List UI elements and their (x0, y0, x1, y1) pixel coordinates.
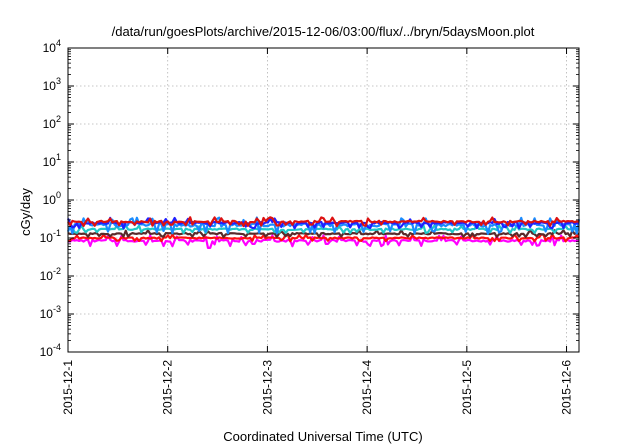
y-tick-exponent: 1 (56, 152, 61, 162)
y-tick-base: 10 (40, 345, 54, 359)
y-tick-label: 10-3 (40, 304, 61, 321)
y-tick-base: 10 (43, 117, 57, 131)
x-tick-label: 2015-12-3 (260, 360, 274, 415)
series-layer (66, 216, 581, 249)
y-axis-label: cGy/day (18, 188, 33, 236)
x-tick-label: 2015-12-1 (61, 360, 75, 415)
series-line-7 (67, 216, 580, 228)
y-tick-exponent: -3 (53, 304, 61, 314)
series-line-4 (67, 224, 580, 235)
y-tick-base: 10 (43, 79, 57, 93)
y-tick-label: 103 (43, 76, 61, 93)
y-tick-base: 10 (43, 193, 57, 207)
series-line-3 (67, 229, 580, 239)
y-tick-label: 104 (43, 38, 61, 55)
y-tick-label: 100 (43, 190, 61, 207)
y-tick-label: 10-2 (40, 266, 61, 283)
x-axis: 2015-12-1 2015-12-2 2015-12-3 2015-12-4 2015… (61, 48, 574, 415)
y-tick-base: 10 (40, 307, 54, 321)
y-tick-label: 10-4 (40, 342, 61, 359)
y-tick-exponent: 2 (56, 114, 61, 124)
y-tick-exponent: -1 (53, 228, 61, 238)
y-tick-exponent: -4 (53, 342, 61, 352)
chart-title: /data/run/goesPlots/archive/2015-12-06/0… (112, 24, 535, 39)
series-line-2 (67, 233, 580, 243)
y-tick-base: 10 (40, 231, 54, 245)
x-tick-label: 2015-12-4 (360, 360, 374, 415)
y-tick-exponent: 4 (56, 38, 61, 48)
y-tick-label: 102 (43, 114, 61, 131)
y-tick-base: 10 (40, 269, 54, 283)
x-tick-label: 2015-12-2 (161, 360, 175, 415)
y-tick-exponent: -2 (53, 266, 61, 276)
y-tick-exponent: 3 (56, 76, 61, 86)
y-tick-base: 10 (43, 155, 57, 169)
y-tick-label: 101 (43, 152, 61, 169)
y-tick-base: 10 (43, 41, 57, 55)
series-line-5 (66, 216, 581, 235)
y-tick-label: 10-1 (40, 228, 61, 245)
x-axis-label: Coordinated Universal Time (UTC) (223, 429, 422, 444)
x-tick-label: 2015-12-5 (460, 360, 474, 415)
grid (67, 47, 579, 353)
x-tick-label: 2015-12-6 (560, 360, 574, 415)
y-tick-exponent: 0 (56, 190, 61, 200)
